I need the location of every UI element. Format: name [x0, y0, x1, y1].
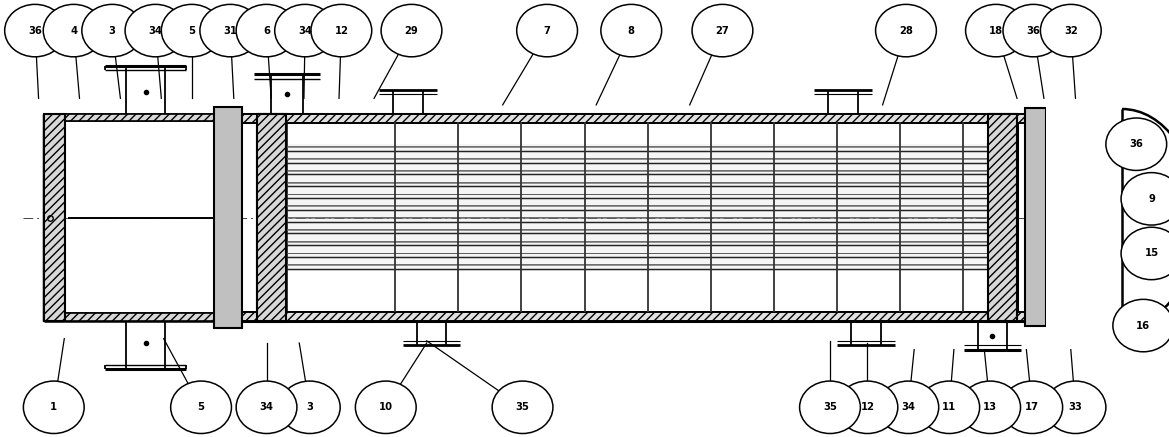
Text: 34: 34: [901, 402, 915, 412]
Ellipse shape: [5, 4, 65, 57]
Ellipse shape: [125, 4, 186, 57]
Ellipse shape: [601, 4, 662, 57]
Ellipse shape: [161, 4, 222, 57]
Ellipse shape: [355, 381, 416, 434]
Ellipse shape: [876, 4, 936, 57]
Bar: [1046, 105, 1122, 330]
Text: 13: 13: [983, 402, 997, 412]
Text: 12: 12: [860, 402, 874, 412]
Text: 32: 32: [1064, 26, 1078, 35]
Ellipse shape: [171, 381, 231, 434]
Ellipse shape: [800, 381, 860, 434]
Text: 29: 29: [404, 26, 419, 35]
Bar: [228, 312, 1035, 321]
Ellipse shape: [23, 381, 84, 434]
Text: 36: 36: [1026, 26, 1040, 35]
Ellipse shape: [1046, 109, 1169, 326]
Text: 31: 31: [223, 26, 237, 35]
Text: 36: 36: [28, 26, 42, 35]
Text: 15: 15: [1144, 249, 1158, 258]
Ellipse shape: [1045, 381, 1106, 434]
Bar: [1035, 123, 1099, 312]
Text: 11: 11: [942, 402, 956, 412]
Text: 4: 4: [70, 26, 77, 35]
Ellipse shape: [1040, 4, 1101, 57]
Text: 34: 34: [298, 26, 312, 35]
Text: 6: 6: [263, 26, 270, 35]
Bar: [1025, 108, 1046, 326]
Bar: [65, 114, 228, 121]
Text: 35: 35: [823, 402, 837, 412]
Ellipse shape: [919, 381, 980, 434]
Text: 27: 27: [715, 26, 729, 35]
Ellipse shape: [1002, 381, 1063, 434]
Text: 3: 3: [306, 402, 313, 412]
Text: 35: 35: [516, 402, 530, 412]
Ellipse shape: [517, 4, 577, 57]
Text: 18: 18: [989, 26, 1003, 35]
Ellipse shape: [1113, 299, 1169, 352]
Text: 28: 28: [899, 26, 913, 35]
Bar: [228, 114, 1035, 123]
Ellipse shape: [1003, 4, 1064, 57]
Text: 33: 33: [1068, 402, 1082, 412]
Ellipse shape: [236, 381, 297, 434]
Text: 8: 8: [628, 26, 635, 35]
Text: 9: 9: [1148, 194, 1155, 204]
Text: 10: 10: [379, 402, 393, 412]
Ellipse shape: [236, 4, 297, 57]
Text: 34: 34: [260, 402, 274, 412]
Bar: [286, 144, 988, 271]
Bar: [1075, 123, 1099, 312]
Ellipse shape: [279, 381, 340, 434]
Ellipse shape: [43, 4, 104, 57]
Bar: [214, 107, 242, 328]
Ellipse shape: [381, 4, 442, 57]
Bar: [257, 114, 286, 321]
Text: 12: 12: [334, 26, 348, 35]
Text: 16: 16: [1136, 321, 1150, 330]
Text: 36: 36: [1129, 139, 1143, 149]
Text: 7: 7: [544, 26, 551, 35]
Ellipse shape: [966, 4, 1026, 57]
Ellipse shape: [311, 4, 372, 57]
Ellipse shape: [82, 4, 143, 57]
Bar: [988, 114, 1017, 321]
Text: 3: 3: [109, 26, 116, 35]
Ellipse shape: [1121, 173, 1169, 225]
Bar: [44, 114, 65, 321]
Ellipse shape: [492, 381, 553, 434]
Text: 5: 5: [188, 26, 195, 35]
Ellipse shape: [960, 381, 1021, 434]
Ellipse shape: [878, 381, 939, 434]
Ellipse shape: [275, 4, 336, 57]
Text: 1: 1: [50, 402, 57, 412]
Ellipse shape: [1106, 118, 1167, 170]
Ellipse shape: [200, 4, 261, 57]
Ellipse shape: [1121, 227, 1169, 280]
Ellipse shape: [692, 4, 753, 57]
Ellipse shape: [837, 381, 898, 434]
Text: 34: 34: [148, 26, 162, 35]
Text: 17: 17: [1025, 402, 1039, 412]
Bar: [65, 313, 228, 321]
Text: 5: 5: [198, 402, 205, 412]
